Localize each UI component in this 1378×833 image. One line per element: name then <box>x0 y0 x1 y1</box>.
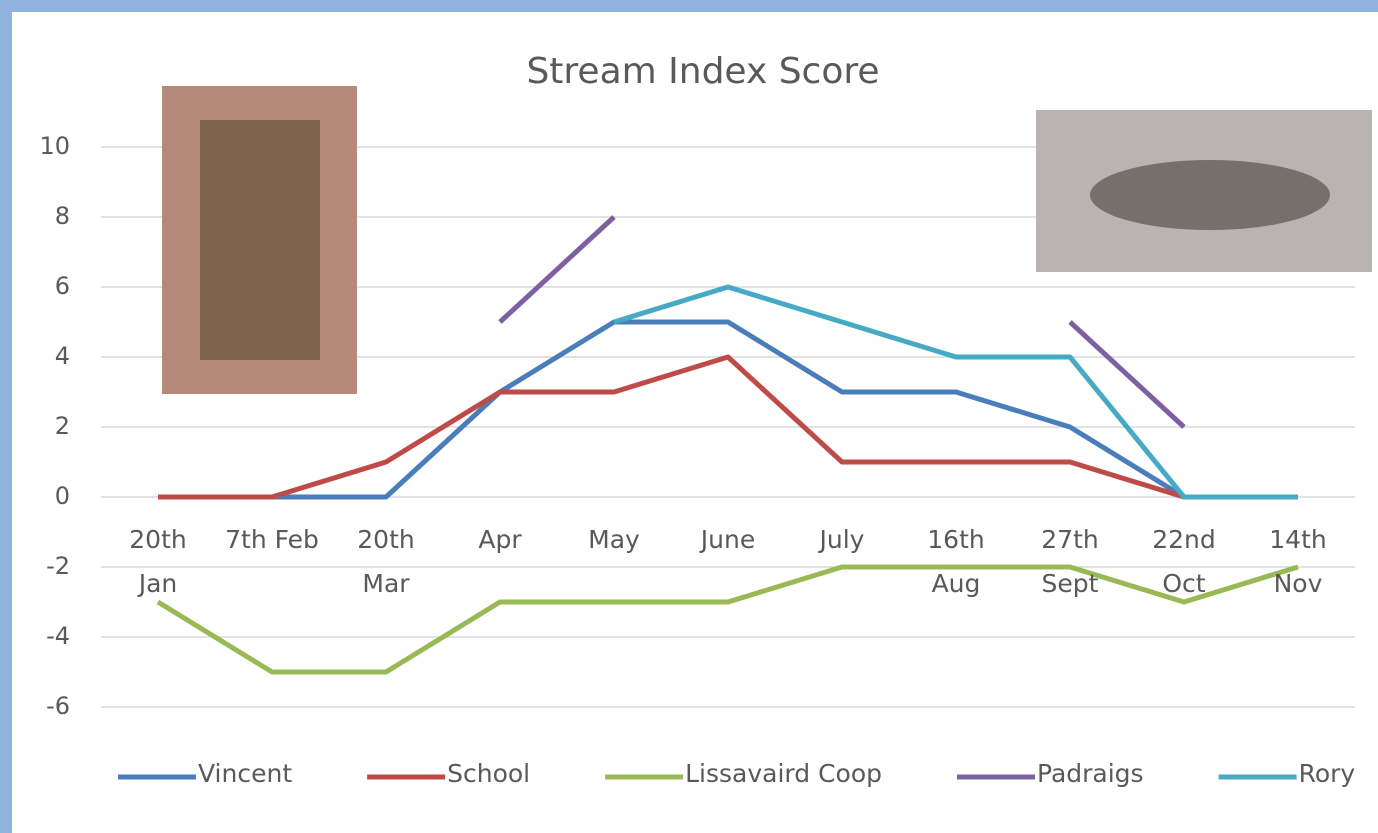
x-tick-label: Apr <box>478 525 522 554</box>
series-line <box>613 284 1298 500</box>
y-tick-label: 8 <box>55 202 70 230</box>
legend-label: Rory <box>1299 759 1356 788</box>
x-tick-label: July <box>819 525 865 554</box>
x-tick-label: 27th Sept <box>1041 525 1099 598</box>
series-line <box>158 319 1298 500</box>
photo-detail <box>1090 160 1330 230</box>
x-tick-label: 7th Feb <box>225 525 319 554</box>
series-line <box>158 354 1185 500</box>
x-tick-label: June <box>700 525 756 554</box>
x-tick-label: 22nd Oct <box>1152 525 1216 598</box>
legend-label: Padraigs <box>1037 759 1144 788</box>
photo-detail <box>200 120 320 360</box>
x-tick-label: 16th Aug <box>927 525 985 598</box>
y-tick-label: 2 <box>55 412 70 440</box>
x-tick-label: 14th Nov <box>1269 525 1327 598</box>
series-line <box>1068 320 1186 429</box>
series-line <box>156 564 1299 675</box>
y-tick-label: 6 <box>55 272 70 300</box>
y-tick-label: 0 <box>55 482 70 510</box>
legend-label: Lissavaird Coop <box>685 759 882 788</box>
series-line <box>498 215 616 324</box>
legend-label: School <box>447 759 530 788</box>
y-tick-label: -6 <box>46 692 70 720</box>
y-tick-label: 10 <box>39 132 70 160</box>
y-tick-label: -2 <box>46 552 70 580</box>
x-tick-label: May <box>588 525 640 554</box>
x-tick-label: 20th Mar <box>357 525 415 598</box>
y-tick-label: -4 <box>46 622 70 650</box>
y-tick-label: 4 <box>55 342 70 370</box>
chart-title: Stream Index Score <box>526 51 879 92</box>
x-tick-label: 20th Jan <box>129 525 187 598</box>
legend-label: Vincent <box>198 759 292 788</box>
